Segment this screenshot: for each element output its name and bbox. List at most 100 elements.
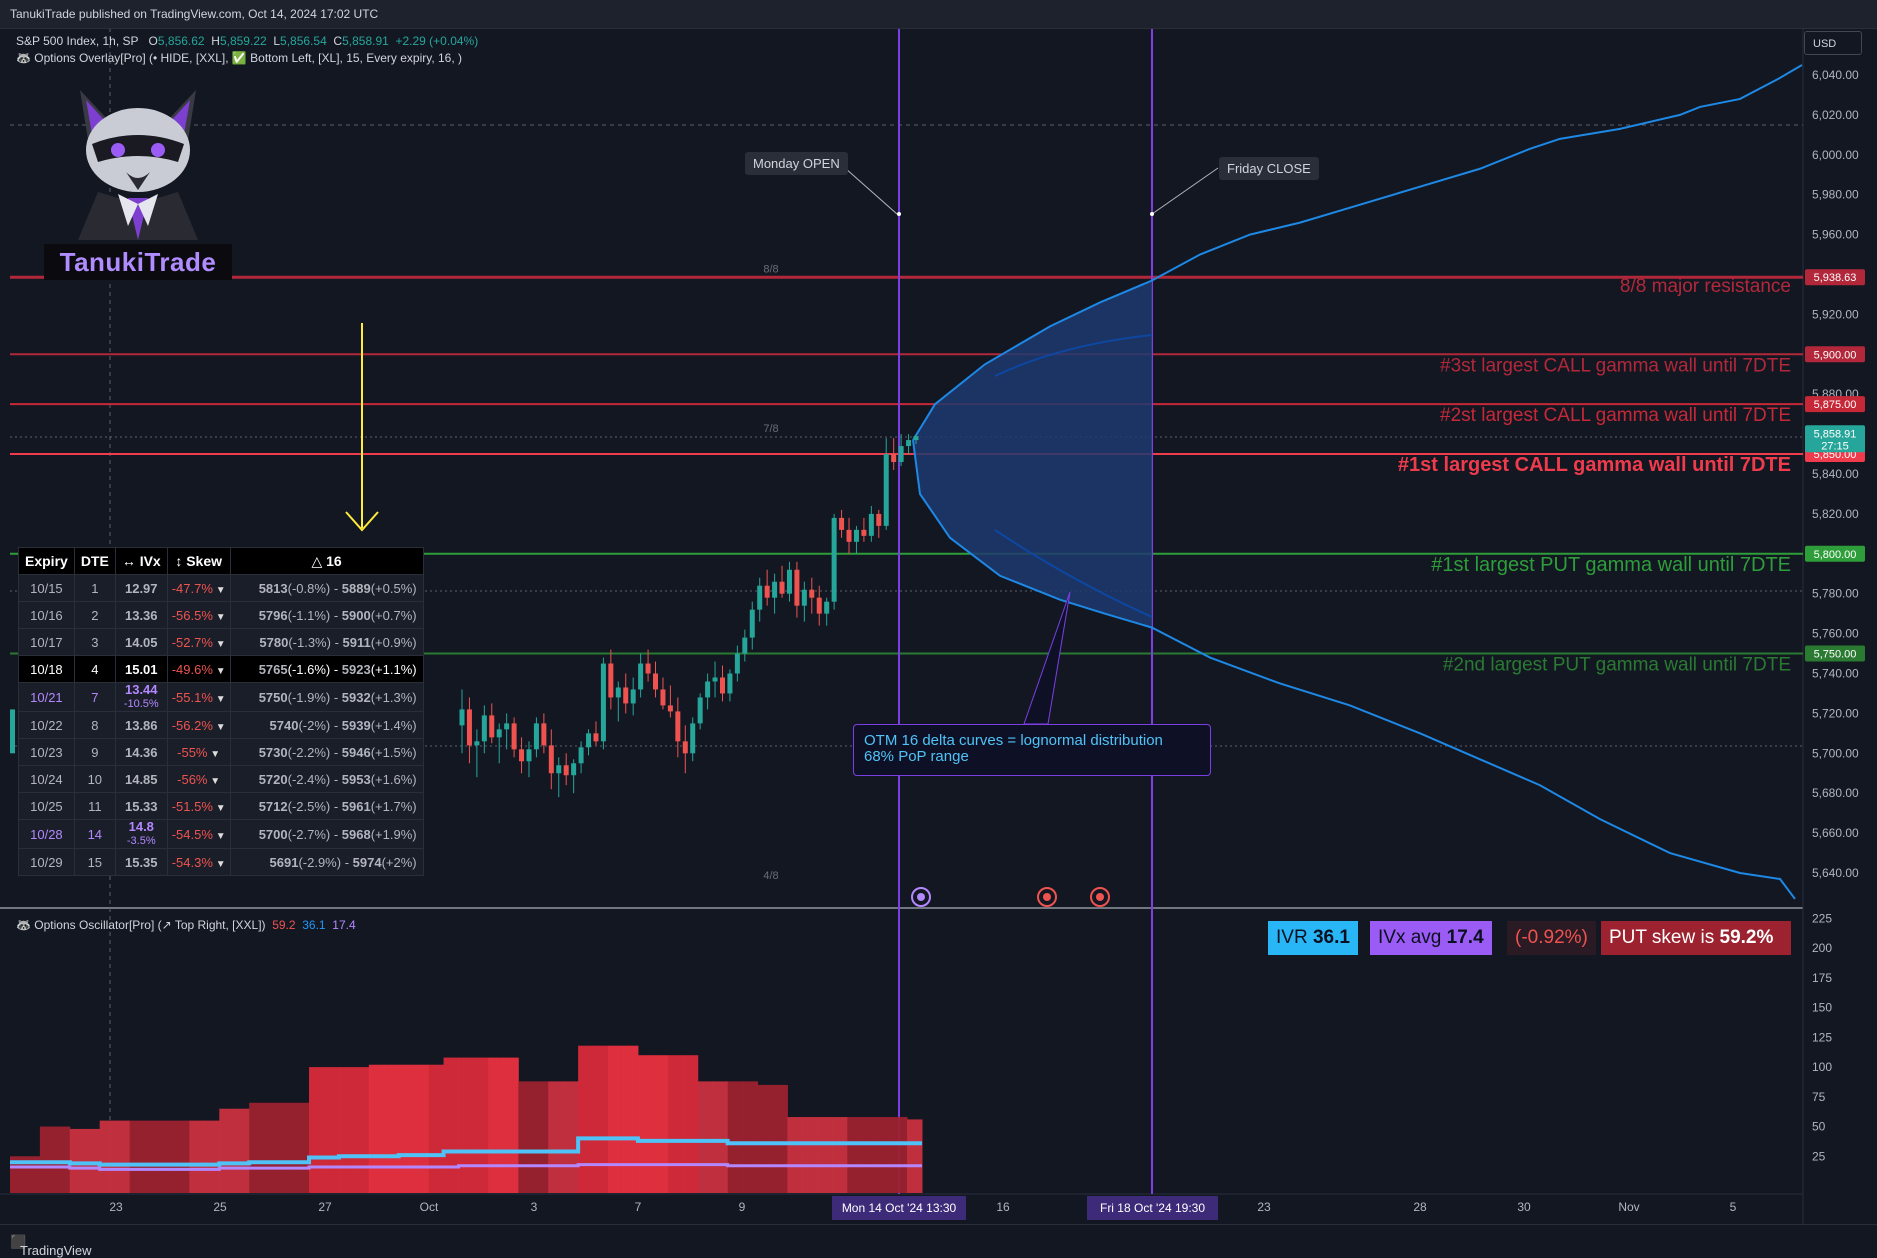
candle-body — [541, 723, 547, 746]
skew-area-bar — [727, 1081, 744, 1193]
sep: - — [330, 661, 342, 677]
symbol-name: S&P 500 Index, 1h, SP — [16, 34, 139, 48]
ivx-cell: 14.36 — [114, 738, 168, 766]
skew-icon: ▼ — [212, 611, 226, 623]
expiry-cell: 10/16 — [18, 601, 75, 629]
skew-area-bar — [159, 1120, 175, 1193]
ivx-avg-line — [10, 1163, 922, 1171]
ivx-value: 15.33 — [124, 798, 158, 814]
range-low-pct: (-2.9%) — [298, 854, 342, 870]
price-tag-label: 5,900.00 — [1814, 349, 1857, 361]
lognormal-annotation[interactable]: OTM 16 delta curves = lognormal distribu… — [853, 724, 1211, 776]
skew-value: -54.3% — [171, 854, 213, 870]
price-tick-label: 5,680.00 — [1812, 786, 1859, 800]
price-tag-label: 5,875.00 — [1814, 399, 1857, 411]
gamma-wall-label: #1st largest CALL gamma wall until 7DTE — [1398, 454, 1791, 476]
candle-body — [578, 747, 584, 764]
skew-cell: -55.1% ▼ — [166, 682, 231, 712]
skew-area-bar — [862, 1117, 878, 1193]
time-tick-label: Nov — [1618, 1200, 1639, 1214]
monday-pointer-dot — [897, 212, 901, 216]
ivx-cell: 15.35 — [114, 848, 168, 876]
osc-tick-label: 125 — [1812, 1030, 1832, 1044]
skew-area-bar — [697, 1081, 714, 1193]
skew-value: -52.7% — [171, 634, 213, 650]
table-row: 10/23 9 14.36 -55% ▼ 5730(-2.2%) - 5946(+1.5… — [18, 738, 424, 766]
range-cell: 5813(-0.8%) - 5889(+0.5%) — [229, 574, 424, 602]
osc-tick-label: 25 — [1812, 1149, 1826, 1163]
overlay-legend[interactable]: 🦝 Options Overlay[Pro] (• HIDE, [XXL], ✅… — [16, 51, 463, 65]
candle-body — [749, 609, 755, 638]
sep: - — [330, 771, 342, 787]
ivx-cell: 13.86 — [114, 711, 168, 739]
put-skew-tag: PUT skew is 59.2% — [1601, 921, 1791, 955]
candle-body — [682, 741, 688, 754]
skew-icon: ▼ — [212, 802, 226, 814]
sep: - — [341, 854, 353, 870]
skew-area-bar — [69, 1128, 86, 1193]
symbol-legend[interactable]: S&P 500 Index, 1h, SP O5,856.62 H5,859.2… — [16, 34, 479, 48]
price-tick-label: 5,820.00 — [1812, 507, 1859, 521]
skew-area-bar — [264, 1102, 280, 1193]
skew-area-bar — [712, 1081, 729, 1193]
skew-area-bar — [503, 1057, 519, 1193]
oscillator-legend[interactable]: 🦝 Options Oscillator[Pro] (↗ Top Right, … — [16, 918, 356, 932]
monday-open-label[interactable]: Monday OPEN — [745, 152, 848, 175]
candle-body — [504, 723, 510, 730]
candle-body — [861, 529, 867, 536]
expiry-cell: 10/28 — [18, 819, 75, 849]
range-cell: 5730(-2.2%) - 5946(+1.5%) — [229, 738, 424, 766]
table-row: 10/29 15 15.35 -54.3% ▼ 5691(-2.9%) - 5974(+… — [18, 848, 424, 876]
candle-body — [586, 733, 592, 748]
expiry-cell: 10/21 — [18, 682, 75, 712]
currency-button[interactable]: USD — [1804, 31, 1862, 55]
range-low: 5765 — [258, 661, 288, 677]
skew-icon: ▼ — [212, 638, 226, 650]
skew-cell: -52.7% ▼ — [166, 628, 231, 656]
time-tick-label: 16 — [996, 1200, 1010, 1214]
skew-value: -55% — [177, 744, 208, 760]
range-low: 5700 — [258, 826, 288, 842]
friday-pointer — [1151, 167, 1219, 215]
range-cell: 5765(-1.6%) - 5923(+1.1%) — [229, 655, 424, 683]
price-tick-label: 5,840.00 — [1812, 467, 1859, 481]
sep: - — [330, 580, 342, 596]
expiry-cell: 10/17 — [18, 628, 75, 656]
skew-icon: ▼ — [212, 830, 226, 842]
expiry-cell: 10/23 — [18, 738, 75, 766]
monday-pointer — [844, 167, 898, 215]
dte-cell: 10 — [73, 765, 116, 793]
skew-area-bar — [637, 1055, 654, 1193]
gamma-wall-label: #2st largest CALL gamma wall until 7DTE — [1440, 405, 1791, 426]
last-price-tag: 5,858.91 — [1814, 428, 1857, 440]
candle-body — [496, 729, 502, 738]
candle-body — [474, 741, 480, 746]
skew-area-bar — [383, 1064, 400, 1193]
friday-pointer-dot — [1150, 212, 1154, 216]
candle-body — [898, 446, 904, 463]
ivx-cell: 14.8 -3.5% — [114, 819, 168, 849]
range-low: 5730 — [258, 744, 288, 760]
candle-body — [876, 513, 882, 526]
tradingview-brand[interactable]: ⬛ TradingView — [10, 1234, 92, 1258]
sep: - — [330, 634, 343, 650]
price-tick-label: 5,760.00 — [1812, 627, 1859, 641]
ivx-value: 14.85 — [124, 771, 158, 787]
candle-body — [556, 765, 562, 774]
price-tag-bg — [1805, 396, 1865, 413]
skew-area-bar — [787, 1117, 803, 1193]
skew-area-bar — [279, 1102, 295, 1193]
candle-body — [913, 436, 919, 441]
friday-close-label[interactable]: Friday CLOSE — [1219, 157, 1319, 180]
candle-body — [638, 663, 644, 690]
candle-body — [608, 663, 614, 698]
high-value: 5,859.22 — [219, 34, 267, 48]
dte-cell: 15 — [73, 848, 116, 876]
skew-area-bar — [608, 1045, 624, 1193]
price-tag-label: 5,750.00 — [1814, 649, 1857, 661]
candle-body — [697, 697, 703, 724]
skew-area-bar — [54, 1126, 71, 1193]
expiry-cell: 10/18 — [18, 655, 75, 683]
price-tick-label: 5,960.00 — [1812, 228, 1859, 242]
